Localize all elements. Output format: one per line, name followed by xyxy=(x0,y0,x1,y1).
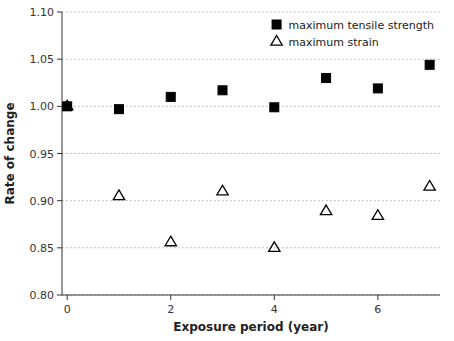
y-axis-line xyxy=(62,12,63,295)
tick-label: 1.10 xyxy=(30,6,55,19)
point xyxy=(166,92,175,101)
point xyxy=(322,74,331,83)
tick-mark xyxy=(170,295,171,300)
legend: maximum tensile strength maximum strain xyxy=(271,19,434,49)
point xyxy=(425,60,434,69)
tick-mark xyxy=(57,12,62,13)
legend-label: maximum tensile strength xyxy=(289,19,434,32)
tick-label: 0.80 xyxy=(30,289,55,302)
tick-mark xyxy=(57,247,62,248)
point xyxy=(424,181,435,191)
grid-line xyxy=(62,247,440,248)
tick-label: 0.95 xyxy=(30,148,55,161)
tick-mark xyxy=(57,59,62,60)
point xyxy=(218,86,227,95)
tick-mark xyxy=(57,200,62,201)
point xyxy=(217,185,228,195)
grid-line xyxy=(62,153,440,154)
tick-label: 1.05 xyxy=(30,53,55,66)
tick-label: 0.90 xyxy=(30,195,55,208)
tick-mark xyxy=(274,295,275,300)
chart: 0.80 0.85 0.90 0.95 1.00 1.05 1.10 0 2 4 6 Exposure… xyxy=(0,0,454,341)
legend-label: maximum strain xyxy=(289,36,379,49)
grid-line xyxy=(62,295,440,296)
tick-mark xyxy=(377,295,378,300)
legend-marker xyxy=(272,20,281,29)
point xyxy=(270,103,279,112)
x-axis-line xyxy=(62,295,440,296)
legend-marker xyxy=(271,36,282,46)
grid-line xyxy=(62,59,440,60)
tick-label: 0 xyxy=(64,303,71,316)
tick-label: 4 xyxy=(271,303,278,316)
marks xyxy=(62,60,435,251)
tick-mark xyxy=(57,106,62,107)
tick-mark xyxy=(57,295,62,296)
tick-label: 1.00 xyxy=(30,100,55,113)
tick-label: 2 xyxy=(167,303,174,316)
tick-label: 6 xyxy=(374,303,381,316)
tick-mark xyxy=(67,295,68,300)
y-axis-label: Rate of change xyxy=(3,102,17,204)
tick-mark xyxy=(57,153,62,154)
point xyxy=(320,205,331,215)
grid-line xyxy=(62,12,440,13)
point xyxy=(373,84,382,93)
point xyxy=(372,210,383,220)
grid-line xyxy=(62,200,440,201)
x-axis-label: Exposure period (year) xyxy=(173,320,328,334)
tick-label: 0.85 xyxy=(30,242,55,255)
point xyxy=(113,190,124,200)
point xyxy=(269,242,280,252)
point xyxy=(114,105,123,114)
point xyxy=(165,236,176,246)
point xyxy=(62,100,73,110)
